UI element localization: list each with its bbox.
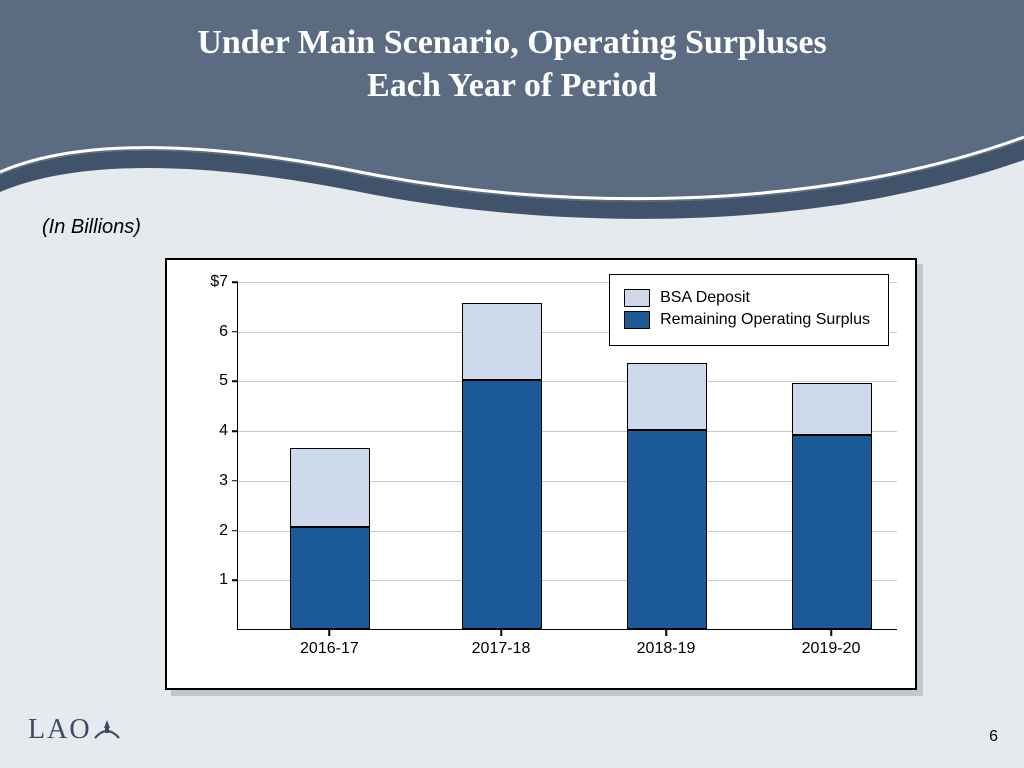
- legend-item-remaining-surplus: Remaining Operating Surplus: [624, 311, 870, 329]
- x-axis-labels: 2016-17 2017-18 2018-19 2019-20: [237, 640, 897, 670]
- page-title: Under Main Scenario, Operating Surpluses…: [0, 22, 1024, 107]
- bar-segment-remaining-surplus: [290, 527, 370, 629]
- chart-box: $7 6 5 4 3 2 1 2016-17 2017-18 2018-19 2019-20 BS…: [165, 258, 917, 690]
- bar-group: [627, 363, 707, 629]
- y-tick-label: 4: [219, 422, 238, 440]
- bar-segment-bsa-deposit: [792, 383, 872, 435]
- y-tick-label: 1: [219, 571, 238, 589]
- bar-segment-remaining-surplus: [627, 430, 707, 629]
- subtitle: (In Billions): [42, 216, 141, 239]
- bar-segment-bsa-deposit: [290, 448, 370, 528]
- page-number: 6: [989, 728, 998, 746]
- y-tick-label: $7: [210, 273, 238, 291]
- bar-group: [462, 303, 542, 629]
- legend-swatch: [624, 289, 650, 307]
- logo-text: LAO: [28, 714, 92, 746]
- y-tick-label: 3: [219, 472, 238, 490]
- lao-logo: LAO: [28, 714, 120, 746]
- legend-swatch: [624, 311, 650, 329]
- bar-group: [290, 448, 370, 629]
- x-label: 2018-19: [637, 640, 696, 658]
- x-tick: [329, 630, 331, 636]
- x-label: 2017-18: [472, 640, 531, 658]
- title-line-2: Each Year of Period: [367, 67, 657, 104]
- slide-header: Under Main Scenario, Operating Surpluses…: [0, 0, 1024, 210]
- legend: BSA Deposit Remaining Operating Surplus: [609, 274, 889, 346]
- legend-item-bsa-deposit: BSA Deposit: [624, 289, 870, 307]
- x-tick: [500, 630, 502, 636]
- capitol-icon: [94, 716, 120, 748]
- bar-group: [792, 383, 872, 629]
- chart-container: $7 6 5 4 3 2 1 2016-17 2017-18 2018-19 2019-20 BS…: [165, 258, 917, 690]
- x-label: 2019-20: [802, 640, 861, 658]
- legend-label: BSA Deposit: [660, 289, 750, 307]
- y-tick-label: 5: [219, 372, 238, 390]
- bar-segment-bsa-deposit: [462, 303, 542, 380]
- bar-segment-remaining-surplus: [462, 380, 542, 629]
- title-line-1: Under Main Scenario, Operating Surpluses: [197, 24, 826, 61]
- bar-segment-remaining-surplus: [792, 435, 872, 629]
- y-tick-label: 2: [219, 522, 238, 540]
- x-tick: [830, 630, 832, 636]
- x-label: 2016-17: [300, 640, 359, 658]
- legend-label: Remaining Operating Surplus: [660, 311, 870, 329]
- bar-segment-bsa-deposit: [627, 363, 707, 430]
- x-tick: [665, 630, 667, 636]
- y-tick-label: 6: [219, 323, 238, 341]
